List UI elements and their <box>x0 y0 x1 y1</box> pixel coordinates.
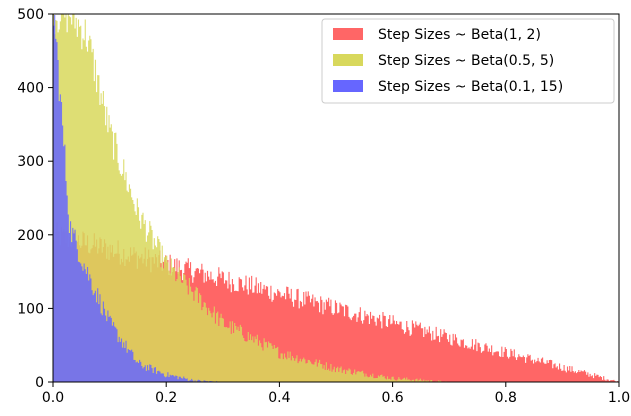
y-axis: 0 100 200 300 400 500 <box>17 7 53 391</box>
plot-area <box>53 14 619 382</box>
x-tick-label: 0.6 <box>381 390 403 406</box>
y-tick-label: 0 <box>35 375 44 391</box>
legend: Step Sizes ~ Beta(1, 2) Step Sizes ~ Bet… <box>321 18 615 104</box>
legend-swatch-beta-0.5-5 <box>333 54 363 66</box>
legend-box <box>321 18 615 104</box>
x-tick-label: 0.2 <box>155 390 177 406</box>
histogram-series-3 <box>53 14 619 382</box>
y-tick-label: 500 <box>17 7 44 23</box>
y-tick-label: 200 <box>17 228 44 244</box>
y-tick-label: 400 <box>17 81 44 97</box>
legend-swatch-beta-1-2 <box>333 28 363 40</box>
legend-label-beta-0.5-5: Step Sizes ~ Beta(0.5, 5) <box>378 53 554 69</box>
legend-label-beta-0.1-15: Step Sizes ~ Beta(0.1, 15) <box>378 79 563 95</box>
x-tick-label: 0.4 <box>268 390 290 406</box>
x-tick-label: 0.8 <box>495 390 517 406</box>
x-axis: 0.0 0.2 0.4 0.6 0.8 1.0 <box>42 382 630 406</box>
legend-label-beta-1-2: Step Sizes ~ Beta(1, 2) <box>378 27 541 43</box>
y-tick-label: 100 <box>17 301 44 317</box>
axes-frame <box>52 13 620 383</box>
y-tick-label: 300 <box>17 154 44 170</box>
x-tick-label: 0.0 <box>42 390 64 406</box>
legend-swatch-beta-0.1-15 <box>333 80 363 92</box>
x-tick-label: 1.0 <box>608 390 630 406</box>
